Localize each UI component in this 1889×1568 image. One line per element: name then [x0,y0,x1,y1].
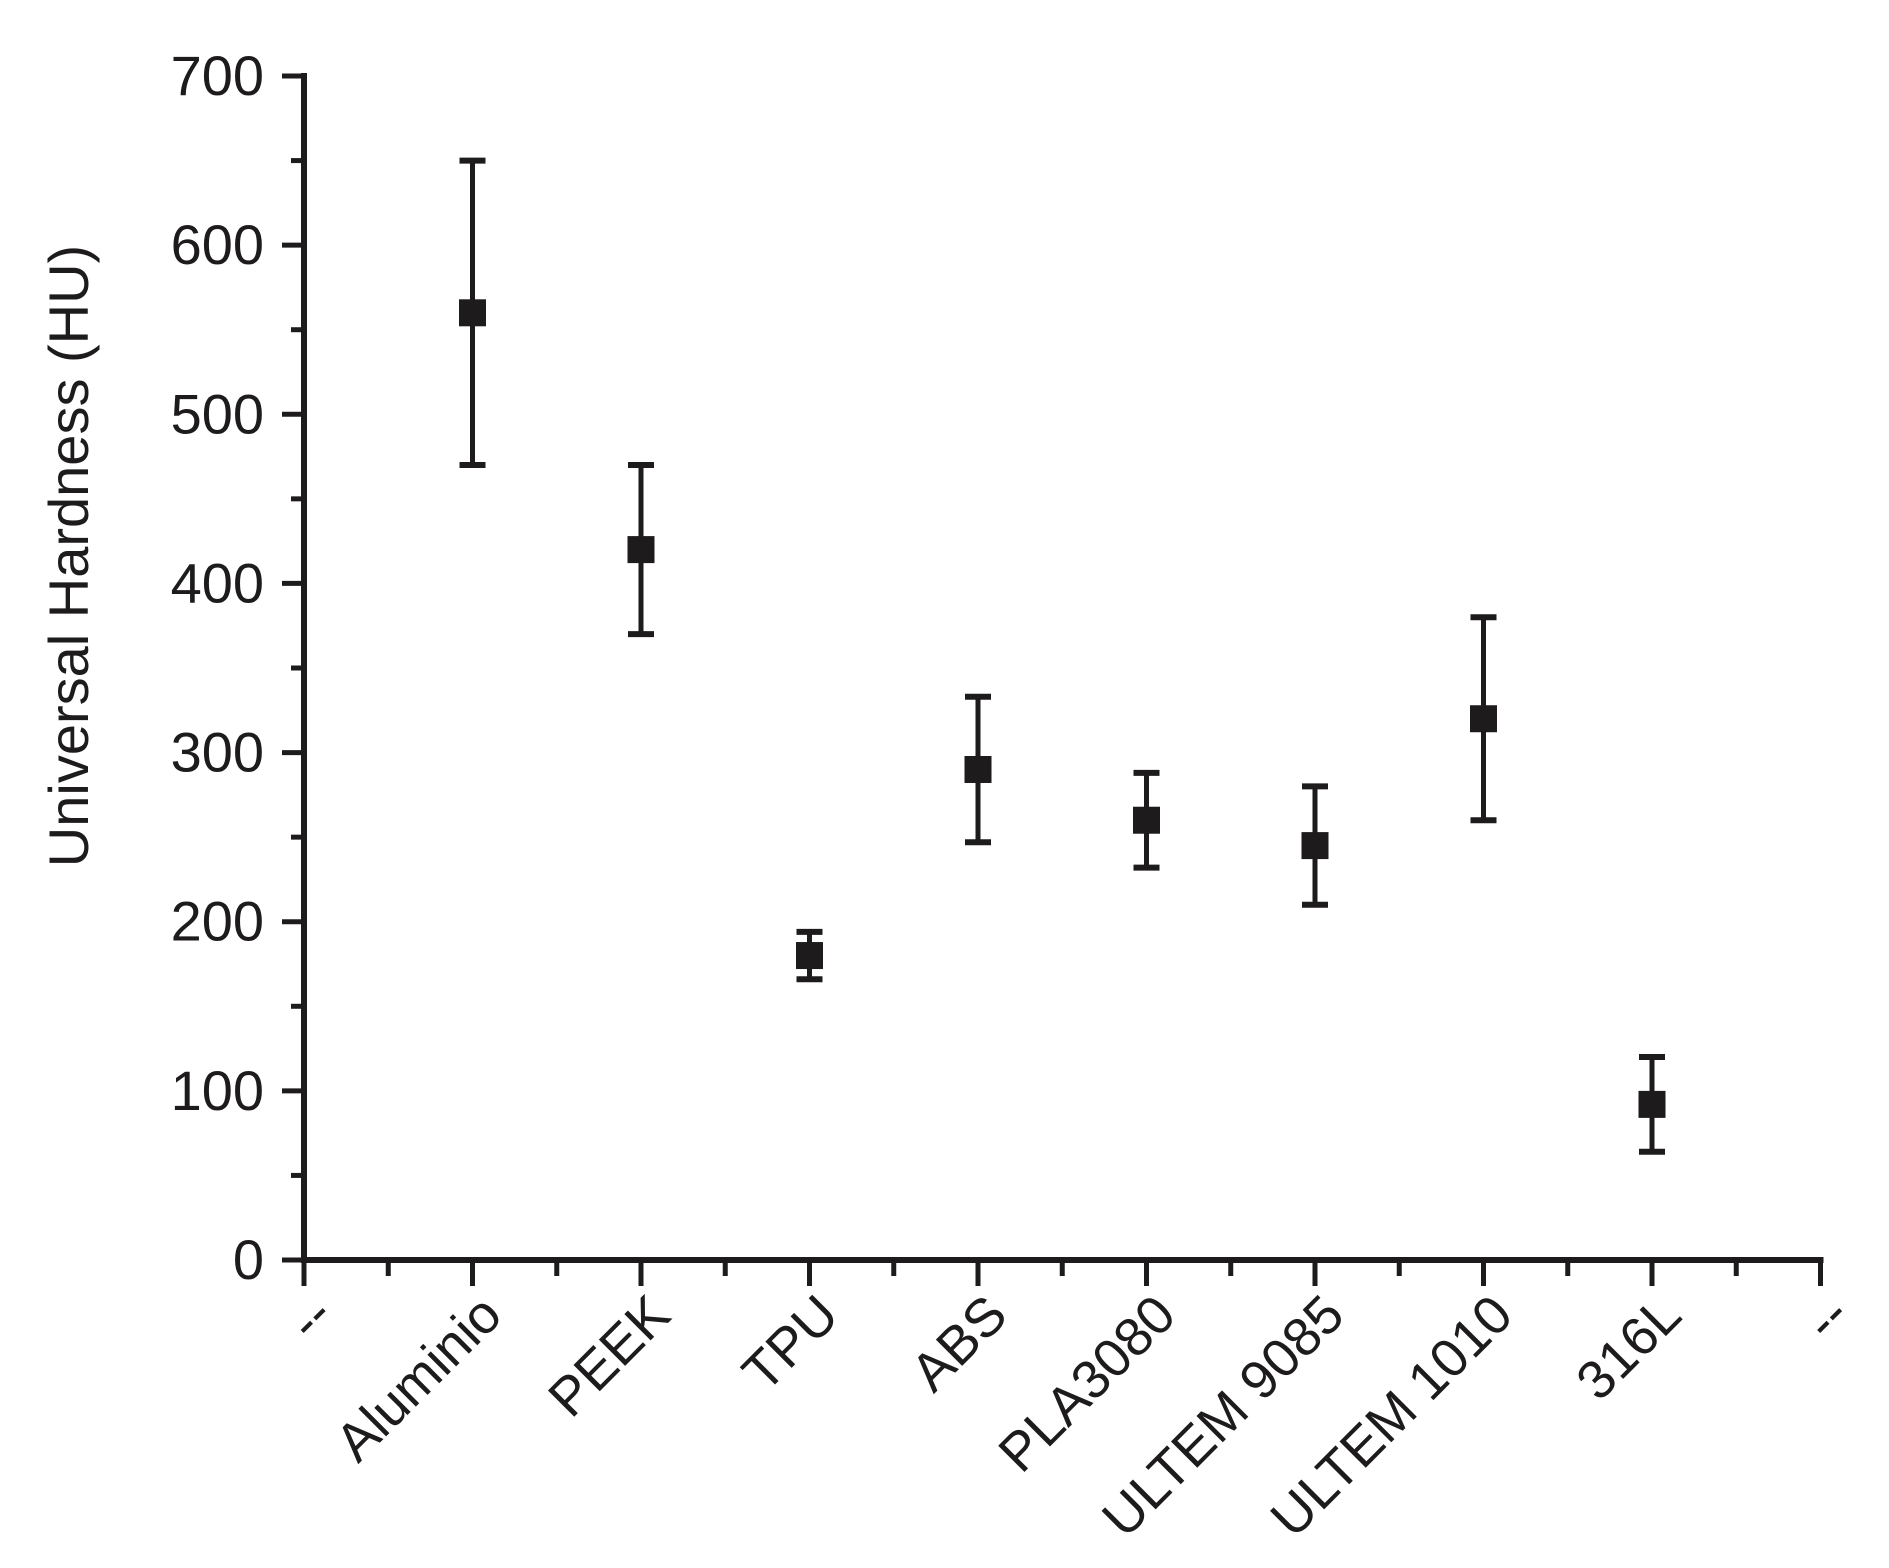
y-tick-label: 0 [233,1228,264,1291]
x-tick-label: -- [277,1284,345,1352]
y-tick-label: 300 [171,721,264,784]
y-tick-label: 700 [171,44,264,107]
x-tick-label: PEEK [537,1284,681,1428]
y-tick-label: 400 [171,551,264,614]
y-axis-title: Universal Hardness (HU) [37,245,100,867]
x-tick-label: ABS [900,1284,1019,1403]
x-tick-label: 316L [1565,1284,1692,1411]
x-tick-label: Aluminio [324,1284,513,1473]
data-point-peek [627,536,655,564]
data-point-tpu [796,942,823,970]
y-tick-label: 200 [171,890,264,953]
data-point-aluminio [459,299,486,327]
x-tick-label: TPU [731,1284,850,1403]
data-point-316l [1638,1090,1666,1118]
data-point-abs [964,755,992,783]
x-tick-label: -- [1793,1284,1861,1352]
y-tick-label: 600 [171,213,264,276]
data-point-pla3080 [1133,806,1160,834]
data-point-ultem-1010 [1470,705,1497,733]
y-tick-label: 500 [171,382,264,445]
data-point-ultem-9085 [1301,832,1329,860]
y-tick-label: 100 [171,1059,264,1122]
